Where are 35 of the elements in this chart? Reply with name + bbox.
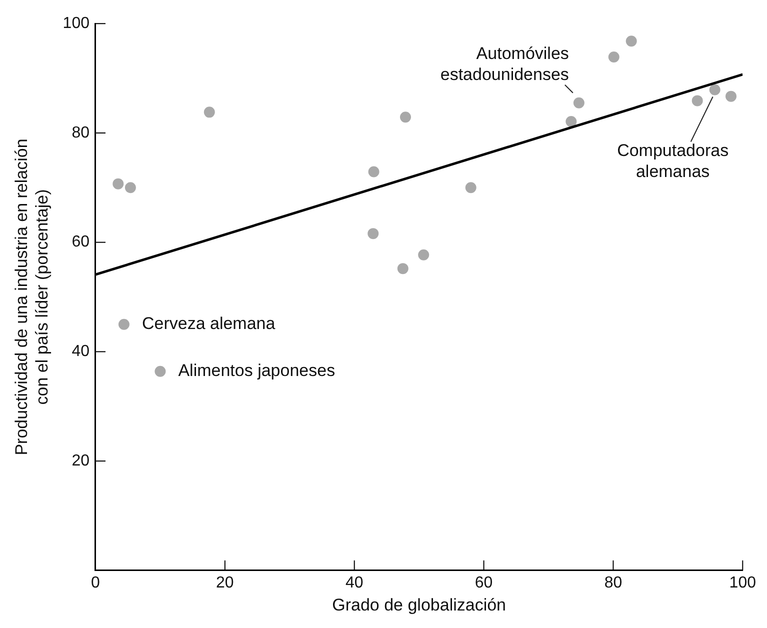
- x-tick-label: 0: [91, 574, 100, 592]
- x-tick-label: 20: [216, 574, 234, 592]
- point: [626, 36, 637, 47]
- point: [124, 182, 136, 194]
- y-tick-label: 100: [62, 15, 90, 32]
- annotation: Automóviles estadounidenses: [440, 44, 569, 84]
- point: [400, 112, 411, 123]
- point: [118, 318, 130, 330]
- annotation: Computadoras alemanas: [617, 140, 729, 181]
- point: [112, 178, 124, 190]
- annotation: Alimentos japoneses: [178, 361, 336, 380]
- y-tick-label: 40: [72, 343, 90, 360]
- annotation: Cerveza alemana: [142, 314, 276, 334]
- point: [465, 182, 476, 194]
- point: [368, 228, 379, 240]
- point: [204, 106, 215, 118]
- x-tick-label: 80: [604, 574, 622, 592]
- y-axis-title: Productividad de una industria en relación con el país líder (porcentaje): [12, 138, 52, 456]
- y-tick-label: 60: [72, 234, 90, 251]
- point: [418, 249, 430, 260]
- point: [154, 366, 166, 377]
- point: [608, 51, 620, 62]
- y-tick-label: 20: [72, 452, 90, 470]
- point: [566, 116, 577, 127]
- point: [573, 97, 584, 108]
- x-tick-label: 60: [474, 574, 493, 592]
- point: [692, 95, 703, 106]
- y-tick-label: 80: [72, 124, 90, 142]
- point: [726, 90, 737, 102]
- x-tick-label: 100: [729, 574, 756, 592]
- point: [709, 84, 720, 96]
- point: [397, 263, 408, 274]
- point: [368, 166, 380, 178]
- x-tick-label: 40: [345, 574, 364, 592]
- x-axis-title: Grado de globalización: [332, 595, 506, 614]
